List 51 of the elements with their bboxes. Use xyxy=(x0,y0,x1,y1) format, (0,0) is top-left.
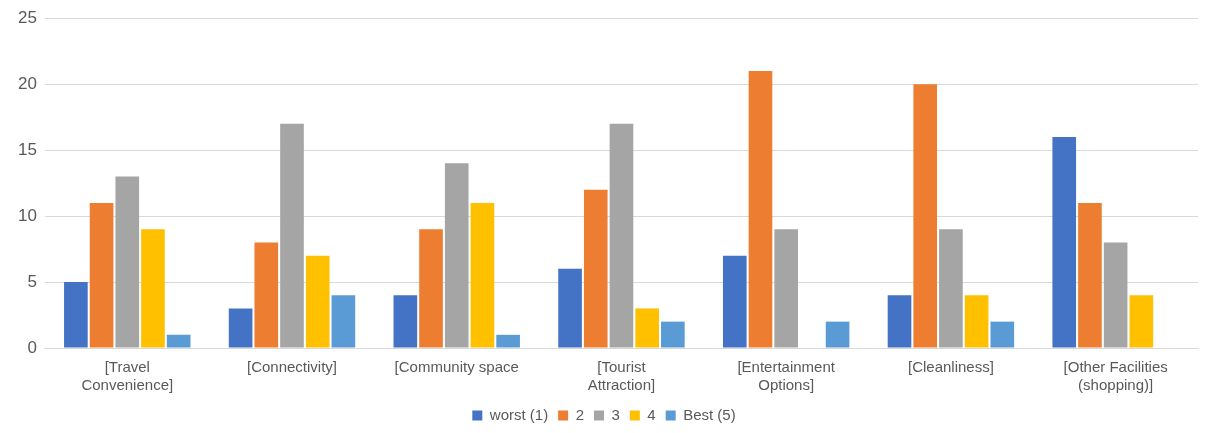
bar xyxy=(393,295,418,348)
legend-label: 2 xyxy=(575,405,584,423)
bar xyxy=(635,308,659,348)
bar xyxy=(166,334,191,348)
bar xyxy=(939,229,963,348)
bar xyxy=(1103,242,1128,348)
y-tick-label: 25 xyxy=(17,7,37,27)
x-tick-label: [Connectivity] xyxy=(246,358,338,376)
bar xyxy=(722,255,747,348)
bar xyxy=(1129,295,1154,348)
y-tick-label: 5 xyxy=(27,271,37,291)
bar xyxy=(609,123,634,348)
bar xyxy=(305,255,330,348)
legend-label: 3 xyxy=(611,405,620,423)
bar xyxy=(558,268,582,348)
x-tick-label: [Travel Convenience] xyxy=(81,358,174,394)
bar xyxy=(496,334,520,348)
bar xyxy=(1052,136,1077,348)
bar xyxy=(228,308,253,348)
x-tick-label: [Other Facilities (shopping)] xyxy=(1063,358,1168,394)
bar xyxy=(661,321,685,348)
bar xyxy=(583,189,608,348)
legend-label: 4 xyxy=(647,405,656,423)
bar xyxy=(774,229,798,348)
bar xyxy=(280,123,304,348)
x-tick-label: [Tourist Attraction] xyxy=(587,358,656,394)
bar xyxy=(964,295,989,348)
bar xyxy=(64,282,88,348)
bar xyxy=(419,229,443,348)
bar xyxy=(825,321,850,348)
legend-label: worst (1) xyxy=(488,405,549,423)
y-tick-label: 15 xyxy=(17,139,37,159)
y-tick-label: 0 xyxy=(27,337,37,357)
bar xyxy=(1078,202,1102,348)
y-tick-label: 20 xyxy=(17,73,37,93)
x-tick-label: [Entertainment Options] xyxy=(737,358,836,394)
bar xyxy=(141,229,165,348)
bar xyxy=(748,70,773,348)
x-tick-label: [Cleanliness] xyxy=(907,358,994,376)
bar xyxy=(990,321,1015,348)
legend-label: Best (5) xyxy=(683,405,736,423)
bar xyxy=(913,84,938,348)
bar xyxy=(331,295,356,348)
bar xyxy=(115,176,140,348)
bar xyxy=(444,163,469,348)
x-tick-label: [Community space xyxy=(394,358,519,376)
bar xyxy=(470,202,495,348)
bar xyxy=(254,242,279,348)
bar xyxy=(89,202,114,348)
bar xyxy=(887,295,912,348)
y-tick-label: 10 xyxy=(17,205,37,225)
